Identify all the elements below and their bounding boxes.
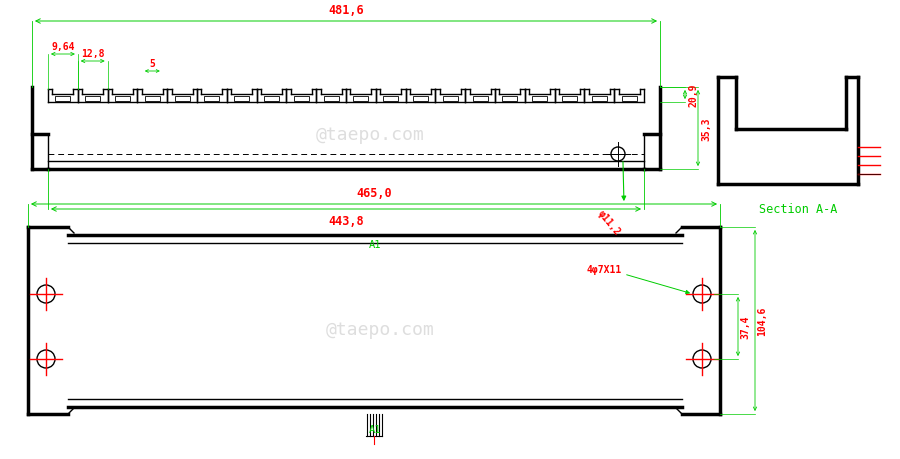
Bar [204,97,220,101]
Text: 35,3: 35,3 [701,117,711,140]
Text: 37,4: 37,4 [740,315,750,339]
Bar [383,97,398,101]
Text: 5: 5 [149,59,155,69]
Text: Section A-A: Section A-A [759,202,837,216]
Bar [502,97,518,101]
Text: 104,6: 104,6 [757,306,767,336]
Text: 9,64: 9,64 [51,42,75,52]
Bar [532,97,547,101]
Text: @taepo.com: @taepo.com [326,320,435,338]
Bar [622,97,636,101]
Bar [234,97,249,101]
Text: 443,8: 443,8 [328,214,364,228]
Text: φ11,2: φ11,2 [596,208,622,237]
Text: 481,6: 481,6 [328,4,364,17]
Text: 465,0: 465,0 [356,187,392,200]
Text: A1: A1 [369,240,382,249]
Text: A1: A1 [369,424,382,434]
Bar [293,97,309,101]
Bar [592,97,607,101]
Text: 4φ7X11: 4φ7X11 [587,264,622,274]
Bar [413,97,428,101]
Bar [562,97,577,101]
Bar [145,97,160,101]
Bar [472,97,488,101]
Bar [354,97,368,101]
Bar [324,97,338,101]
Text: 12,8: 12,8 [81,49,104,59]
Bar [264,97,279,101]
Text: @taepo.com: @taepo.com [316,126,425,144]
Bar [443,97,458,101]
Bar [115,97,130,101]
Bar [56,97,70,101]
Bar [86,97,100,101]
Text: 20,9: 20,9 [688,84,698,107]
Bar [175,97,190,101]
